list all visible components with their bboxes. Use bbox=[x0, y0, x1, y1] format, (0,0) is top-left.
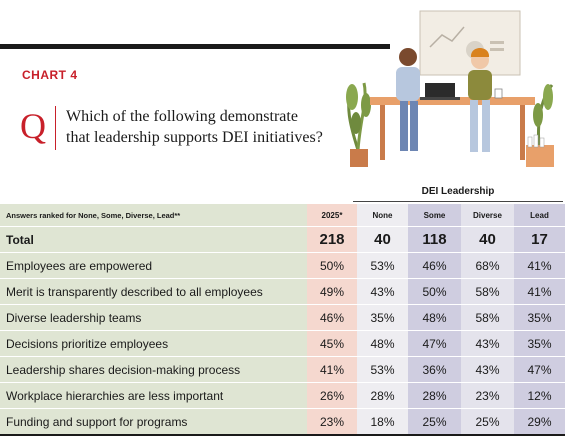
question-line-2: that leadership supports DEI initiatives… bbox=[66, 129, 323, 146]
row-label: Total bbox=[0, 226, 307, 253]
row-label: Leadership shares decision-making proces… bbox=[0, 356, 307, 383]
results-table: Answers ranked for None, Some, Diverse, … bbox=[0, 204, 565, 435]
cell-diverse: 43% bbox=[461, 330, 514, 357]
cell-none: 40 bbox=[357, 226, 408, 253]
question-line-1: Which of the following demonstrate bbox=[66, 108, 298, 125]
cell-lead: 35% bbox=[514, 304, 565, 331]
cell-some: 25% bbox=[408, 408, 461, 435]
cell-lead: 17 bbox=[514, 226, 565, 253]
cell-2025: 218 bbox=[307, 226, 357, 253]
cell-some: 28% bbox=[408, 382, 461, 409]
cell-lead: 12% bbox=[514, 382, 565, 409]
cell-2025: 23% bbox=[307, 408, 357, 435]
table-row: Decisions prioritize employees 45% 48% 4… bbox=[0, 330, 565, 357]
row-label: Diverse leadership teams bbox=[0, 304, 307, 331]
cell-none: 28% bbox=[357, 382, 408, 409]
header-answers-note: Answers ranked for None, Some, Diverse, … bbox=[0, 204, 307, 227]
question-text: Which of the following demonstrate that … bbox=[66, 106, 366, 148]
cell-some: 118 bbox=[408, 226, 461, 253]
cell-2025: 45% bbox=[307, 330, 357, 357]
row-label: Decisions prioritize employees bbox=[0, 330, 307, 357]
cell-diverse: 58% bbox=[461, 278, 514, 305]
table-row: Employees are empowered 50% 53% 46% 68% … bbox=[0, 252, 565, 279]
table-header-row: Answers ranked for None, Some, Diverse, … bbox=[0, 204, 565, 227]
cell-none: 43% bbox=[357, 278, 408, 305]
cell-2025: 41% bbox=[307, 356, 357, 383]
table-row-total: Total 218 40 118 40 17 bbox=[0, 226, 565, 253]
table-row: Diverse leadership teams 46% 35% 48% 58%… bbox=[0, 304, 565, 331]
header-some: Some bbox=[408, 204, 461, 227]
cell-diverse: 23% bbox=[461, 382, 514, 409]
question-mark-letter: Q bbox=[20, 106, 46, 146]
cell-lead: 47% bbox=[514, 356, 565, 383]
cell-none: 18% bbox=[357, 408, 408, 435]
cell-2025: 49% bbox=[307, 278, 357, 305]
cell-none: 35% bbox=[357, 304, 408, 331]
row-label: Funding and support for programs bbox=[0, 408, 307, 435]
cell-none: 53% bbox=[357, 252, 408, 279]
cell-2025: 26% bbox=[307, 382, 357, 409]
cell-diverse: 40 bbox=[461, 226, 514, 253]
cell-diverse: 43% bbox=[461, 356, 514, 383]
cell-lead: 29% bbox=[514, 408, 565, 435]
row-label: Employees are empowered bbox=[0, 252, 307, 279]
cell-lead: 41% bbox=[514, 278, 565, 305]
table-row: Merit is transparently described to all … bbox=[0, 278, 565, 305]
cell-diverse: 25% bbox=[461, 408, 514, 435]
row-label: Merit is transparently described to all … bbox=[0, 278, 307, 305]
top-rule bbox=[0, 44, 390, 49]
cell-diverse: 58% bbox=[461, 304, 514, 331]
cell-2025: 46% bbox=[307, 304, 357, 331]
cell-some: 47% bbox=[408, 330, 461, 357]
cell-lead: 41% bbox=[514, 252, 565, 279]
cell-some: 48% bbox=[408, 304, 461, 331]
dei-leadership-group-label: DEI Leadership bbox=[421, 186, 495, 197]
question-divider bbox=[55, 106, 56, 150]
cell-some: 36% bbox=[408, 356, 461, 383]
header-2025: 2025* bbox=[307, 204, 357, 227]
header-none: None bbox=[357, 204, 408, 227]
header-diverse: Diverse bbox=[461, 204, 514, 227]
cell-some: 50% bbox=[408, 278, 461, 305]
cell-2025: 50% bbox=[307, 252, 357, 279]
group-label-underline bbox=[353, 201, 563, 202]
header-lead: Lead bbox=[514, 204, 565, 227]
table-row: Funding and support for programs 23% 18%… bbox=[0, 408, 565, 435]
cell-some: 46% bbox=[408, 252, 461, 279]
cell-none: 53% bbox=[357, 356, 408, 383]
office-meeting-illustration bbox=[346, 10, 554, 167]
row-label: Workplace hierarchies are less important bbox=[0, 382, 307, 409]
chart-number-label: CHART 4 bbox=[22, 68, 78, 82]
cell-lead: 35% bbox=[514, 330, 565, 357]
table-row: Workplace hierarchies are less important… bbox=[0, 382, 565, 409]
cell-none: 48% bbox=[357, 330, 408, 357]
table-row: Leadership shares decision-making proces… bbox=[0, 356, 565, 383]
cell-diverse: 68% bbox=[461, 252, 514, 279]
bottom-rule bbox=[0, 434, 565, 436]
